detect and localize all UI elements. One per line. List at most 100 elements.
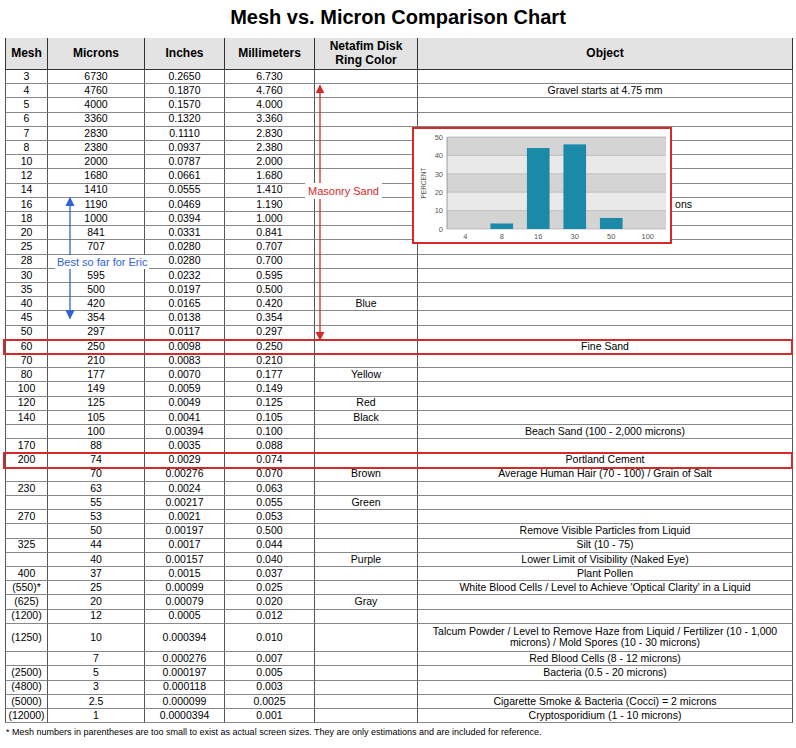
table-cell: Blue	[315, 297, 418, 311]
cell-text: 5	[24, 99, 30, 111]
cell-text: 0.0661	[168, 170, 200, 182]
cell-text: 0.149	[256, 383, 282, 395]
table-cell: 0.025	[225, 581, 315, 595]
table-cell: Red Blood Cells (8 - 12 microns)	[418, 652, 793, 666]
cell-text: 3.360	[256, 113, 282, 125]
cell-text: 0.0035	[168, 440, 200, 452]
arrow-layer	[0, 0, 796, 748]
highlight-box	[3, 339, 793, 355]
cell-text: 4000	[84, 99, 107, 111]
table-cell	[315, 255, 418, 269]
cell-text: 40	[90, 554, 102, 566]
title: Mesh vs. Micron Comparison Chart	[0, 2, 796, 32]
table-cell: 0.040	[225, 553, 315, 567]
table-cell	[315, 581, 418, 595]
table-cell: 1.410	[225, 184, 315, 198]
table-cell: 0.005	[225, 666, 315, 680]
table-cell	[418, 496, 793, 510]
table-cell: 6730	[48, 70, 145, 84]
table-cell: 0.063	[225, 482, 315, 496]
x-tick-label: 30	[571, 232, 579, 241]
cell-text: 0.00217	[166, 497, 204, 509]
bars	[490, 144, 622, 229]
cell-text: Red Blood Cells (8 - 12 microns)	[529, 653, 681, 665]
table-cell	[315, 482, 418, 496]
table-cell: 210	[48, 354, 145, 368]
table-cell: 0.1870	[145, 84, 225, 98]
y-tick-label: 50	[435, 133, 443, 142]
cell-text: Fine Sand	[581, 341, 629, 353]
table-cell	[418, 98, 793, 112]
table-cell: 354	[48, 311, 145, 325]
table-cell	[315, 127, 418, 141]
table-cell: 125	[48, 397, 145, 411]
cell-text: 0.010	[256, 632, 282, 644]
cell-text: 0.700	[256, 255, 282, 267]
table-cell	[418, 510, 793, 524]
cell-text: (12000)	[8, 710, 44, 722]
table-cell: 3.360	[225, 113, 315, 127]
masonry-label: Masonry Sand	[305, 183, 382, 199]
cell-text: 0.177	[256, 369, 282, 381]
cell-text: Brown	[351, 468, 381, 480]
table-cell: 0.088	[225, 439, 315, 453]
cell-text: 0.0049	[168, 397, 200, 409]
table-cell: 420	[48, 297, 145, 311]
cell-text: 149	[87, 383, 105, 395]
cell-text: 325	[18, 539, 36, 551]
table-cell	[315, 610, 418, 624]
cell-text: (1200)	[11, 610, 41, 622]
table-cell: 500	[48, 283, 145, 297]
cell-text: 7	[93, 653, 99, 665]
table-cell: 0.044	[225, 539, 315, 553]
cell-text: 6730	[84, 71, 107, 83]
cell-text: 210	[87, 355, 105, 367]
table-cell: 0.074	[225, 453, 315, 467]
cell-text: 1190	[85, 199, 108, 211]
table-cell	[418, 354, 793, 368]
table-cell: 0.001	[225, 709, 315, 723]
cell-text: 70	[90, 468, 102, 480]
table-cell: Bacteria (0.5 - 20 microns)	[418, 666, 793, 680]
table-cell	[418, 283, 793, 297]
table-cell: 0.354	[225, 311, 315, 325]
table-cell	[315, 624, 418, 652]
cell-text: 6	[24, 113, 30, 125]
cell-text: 170	[18, 440, 36, 452]
table-cell: 325	[5, 539, 48, 553]
cell-text: Gravel starts at 4.75 mm	[548, 85, 663, 97]
cell-text: ons	[675, 199, 692, 211]
table-cell: 1680	[48, 169, 145, 183]
table-cell: Purple	[315, 553, 418, 567]
table-cell: 0.250	[225, 340, 315, 354]
cell-text: 4760	[84, 85, 107, 97]
table-cell: 1	[48, 709, 145, 723]
cell-text: 74	[90, 454, 102, 466]
table-cell: 0.00217	[145, 496, 225, 510]
table-cell: Gravel starts at 4.75 mm	[418, 84, 793, 98]
cell-text: 4.000	[256, 99, 282, 111]
table-cell: 5	[48, 666, 145, 680]
table-cell: 0.0024	[145, 482, 225, 496]
table-cell: 0.0331	[145, 226, 225, 240]
cell-text: 500	[87, 284, 105, 296]
cell-text: 100	[87, 426, 105, 438]
table-cell: Black	[315, 411, 418, 425]
table-cell: 0.0098	[145, 340, 225, 354]
cell-text: 2.5	[89, 696, 104, 708]
cell-text: 0.100	[256, 426, 282, 438]
table-cell: 0.0017	[145, 539, 225, 553]
table-cell	[315, 169, 418, 183]
cell-text: 0.007	[256, 653, 282, 665]
table-cell	[418, 397, 793, 411]
table-cell: 100	[48, 425, 145, 439]
cell-text: 3	[24, 71, 30, 83]
cell-text: 50	[90, 525, 102, 537]
table-cell: 0.00394	[145, 425, 225, 439]
table-cell: 2.380	[225, 141, 315, 155]
cell-text: 105	[87, 412, 105, 424]
grid-band	[447, 155, 666, 173]
highlight-box	[3, 452, 793, 468]
table-cell: 25	[48, 581, 145, 595]
table-cell: 6.730	[225, 70, 315, 84]
